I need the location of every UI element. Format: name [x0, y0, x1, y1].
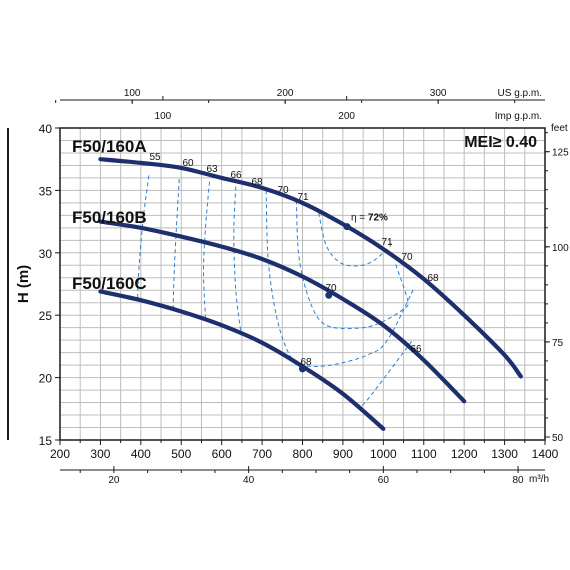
feet-tick-label: 50 — [552, 433, 564, 444]
y-tick-label: 20 — [39, 372, 53, 386]
feet-tick-label: 75 — [552, 338, 564, 349]
m3h-tick-label: 40 — [243, 475, 255, 486]
pump-curves — [98, 157, 523, 431]
efficiency-label: 70 — [401, 252, 413, 263]
imp-gpm-tick-label: 100 — [155, 111, 172, 122]
y-tick-label: 40 — [39, 122, 53, 136]
feet-label: feet — [551, 123, 568, 134]
efficiency-label: 71 — [297, 192, 309, 203]
x-tick-label: 300 — [90, 447, 110, 461]
x-tick-label: 1100 — [411, 447, 437, 461]
m3h-tick-label: 20 — [108, 475, 120, 486]
efficiency-contour-55 — [137, 175, 150, 300]
imp-gpm-tick-label: 200 — [338, 111, 355, 122]
efficiency-contour-66 — [358, 341, 412, 407]
grid — [60, 128, 545, 440]
us-gpm-tick-label: 200 — [277, 88, 294, 99]
feet-tick-label: 100 — [552, 243, 569, 254]
eta-label: η = 72% — [351, 213, 388, 224]
x-tick-label: 1400 — [532, 447, 559, 461]
efficiency-label: 68 — [300, 357, 312, 368]
x-tick-labels: 200 300 400 500 600 700 800 900 1000 1100 1200 1300… — [50, 440, 559, 461]
y-tick-label: 30 — [39, 247, 53, 261]
us-gpm-label: US g.p.m. — [498, 88, 542, 99]
efficiency-label: 66 — [230, 170, 242, 181]
m3h-axis: 20 40 60 80 m³/h — [79, 466, 549, 486]
feet-tick-label: 125 — [552, 148, 569, 159]
x-tick-label: 700 — [252, 447, 272, 461]
feet-axis: 50 75 100 125 — [545, 132, 569, 444]
plot-frame — [59, 127, 546, 441]
series-line-f50-160b — [98, 219, 467, 404]
x-tick-label: 800 — [292, 447, 312, 461]
efficiency-labels: 55 60 63 66 68 70 71 71 70 68 70 68 66 — [149, 152, 439, 368]
efficiency-label: 63 — [206, 164, 218, 175]
mei-annotation: MEI≥ 0.40 — [464, 134, 537, 151]
efficiency-contours — [137, 175, 415, 407]
best-efficiency-points: η = 72% — [299, 213, 388, 373]
efficiency-label: 60 — [182, 158, 194, 169]
x-tick-label: 200 — [50, 447, 70, 461]
best-efficiency-point — [325, 291, 333, 299]
m3h-tick-label: 80 — [512, 475, 524, 486]
efficiency-contour-63 — [202, 181, 210, 319]
efficiency-contour-71 — [318, 212, 392, 267]
series-line-f50-160a — [98, 157, 523, 379]
m3h-tick-label: 60 — [378, 475, 390, 486]
y-tick-label: 15 — [39, 434, 53, 448]
x-tick-label: 500 — [171, 447, 191, 461]
efficiency-label: 68 — [251, 177, 263, 188]
x-tick-label: 900 — [333, 447, 353, 461]
y-tick-label: 35 — [39, 184, 53, 198]
curve-label-f50-160c: F50/160C — [72, 274, 147, 293]
efficiency-label: 55 — [149, 152, 161, 163]
efficiency-contour-66 — [233, 186, 242, 334]
best-efficiency-point — [343, 223, 351, 231]
series-line-f50-160c — [98, 289, 386, 431]
curve-label-f50-160b: F50/160B — [72, 208, 147, 227]
m3h-unit-label: m³/h — [529, 474, 549, 485]
top-axes: 100 200 300 100 200 — [55, 88, 516, 122]
efficiency-label: 68 — [427, 273, 439, 284]
x-tick-label: 600 — [212, 447, 232, 461]
x-tick-label: 400 — [131, 447, 151, 461]
efficiency-contour-70 — [295, 200, 409, 330]
x-tick-label: 1200 — [451, 447, 478, 461]
imp-gpm-label: Imp g.p.m. — [495, 111, 542, 122]
y-tick-label: 25 — [39, 309, 53, 323]
y-tick-labels: 15 20 25 30 35 40 — [39, 122, 60, 448]
best-efficiency-point — [299, 365, 306, 373]
us-gpm-tick-label: 300 — [430, 88, 447, 99]
us-gpm-tick-label: 100 — [124, 88, 141, 99]
efficiency-label: 70 — [277, 185, 289, 196]
x-tick-label: 1000 — [370, 447, 397, 461]
efficiency-label: 71 — [381, 237, 393, 248]
x-tick-label: 1300 — [491, 447, 518, 461]
y-axis-label: H (m) — [15, 265, 32, 303]
efficiency-label: 66 — [410, 344, 422, 355]
curve-label-f50-160a: F50/160A — [72, 137, 147, 156]
efficiency-label: 70 — [325, 283, 337, 294]
efficiency-contour-60 — [172, 179, 180, 310]
